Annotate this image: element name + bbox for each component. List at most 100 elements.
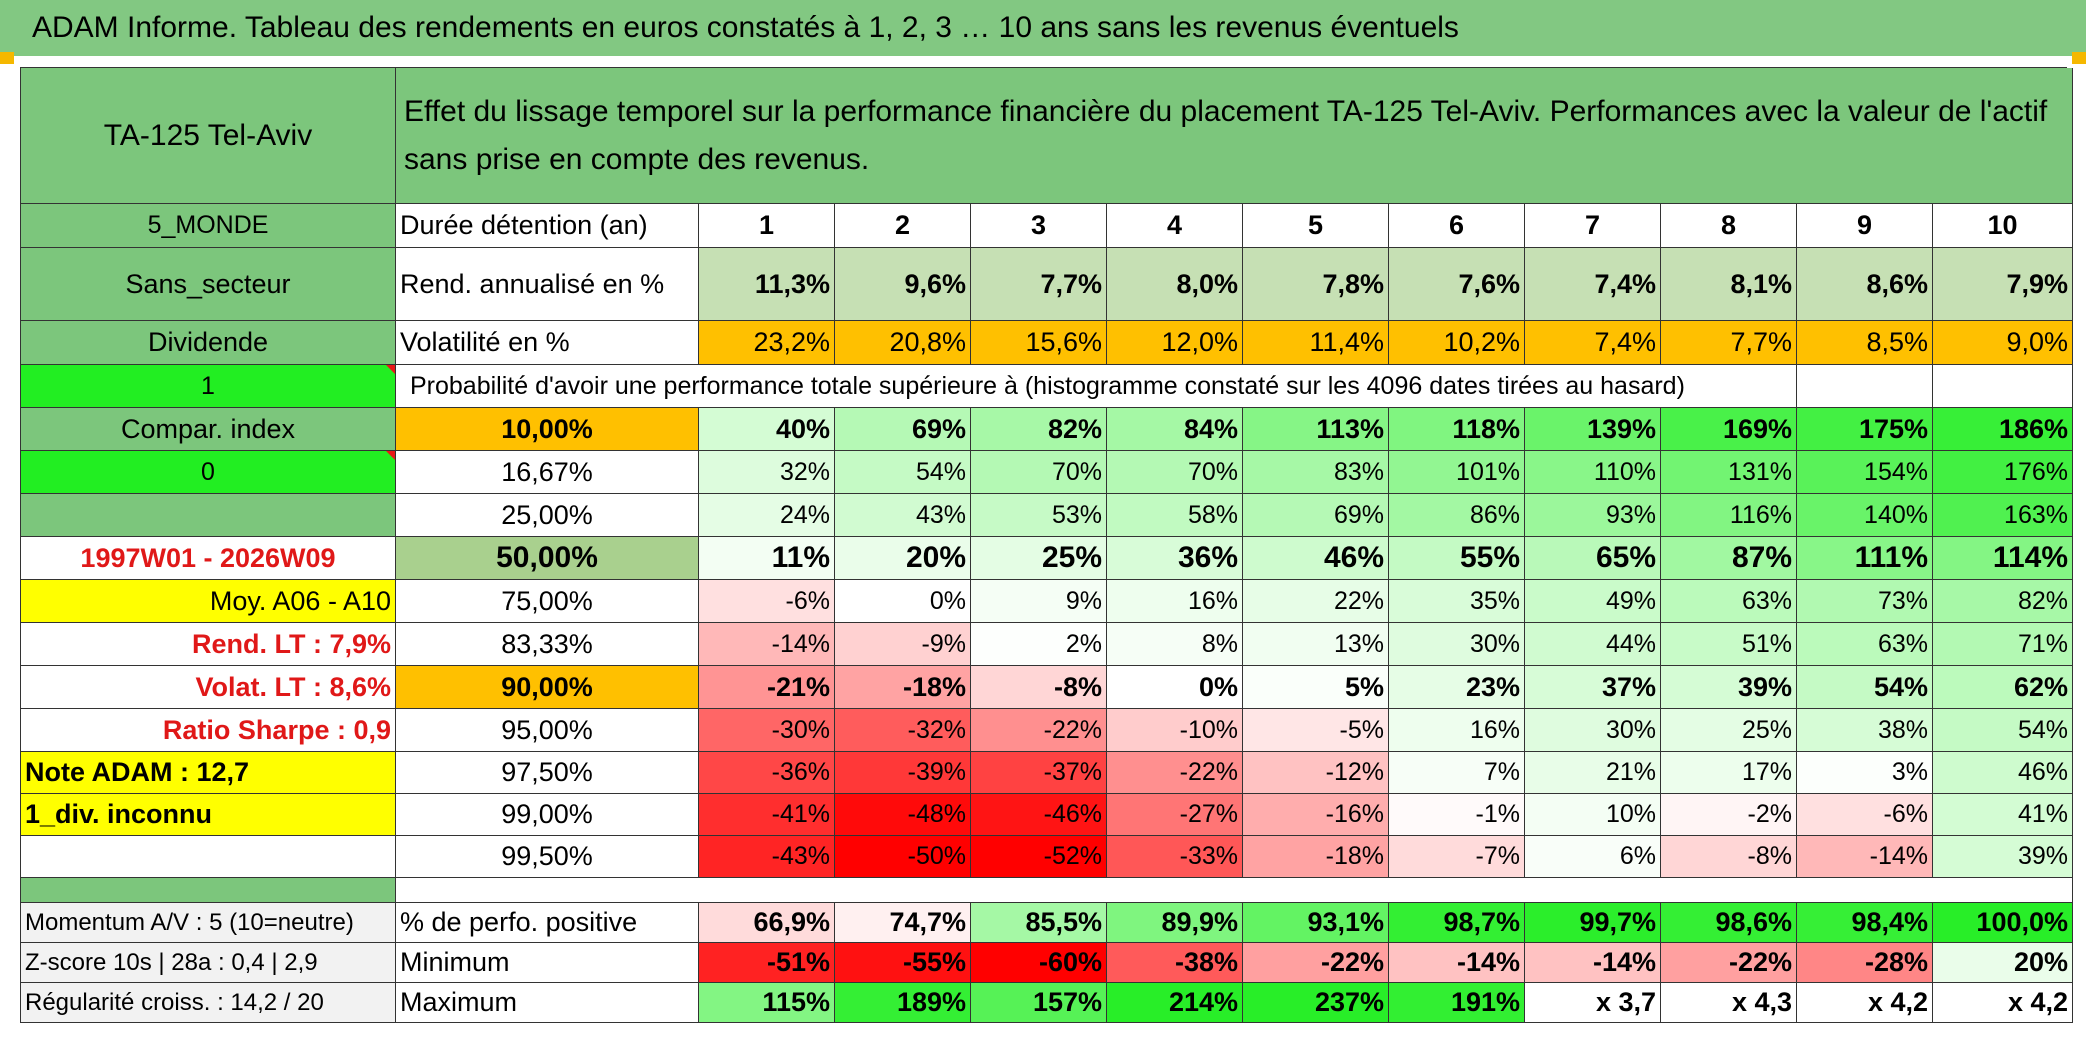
- year-header: 8: [1661, 204, 1797, 248]
- minimum-cell: 20%: [1933, 943, 2073, 983]
- blank-cell: [21, 836, 396, 878]
- probability-cell: 73%: [1797, 580, 1933, 623]
- positive-perf-cell: 98,7%: [1389, 903, 1525, 943]
- maximum-cell: 115%: [699, 983, 835, 1023]
- annualized-return-cell: 9,6%: [835, 248, 971, 321]
- maximum-cell: 214%: [1107, 983, 1243, 1023]
- probability-cell: 62%: [1933, 666, 2073, 709]
- probability-cell: 41%: [1933, 794, 2073, 836]
- report-title: ADAM Informe. Tableau des rendements en …: [0, 0, 2086, 56]
- positive-perf-cell: 74,7%: [835, 903, 971, 943]
- probability-cell: 30%: [1525, 709, 1661, 752]
- probability-cell: 9%: [971, 580, 1107, 623]
- probability-cell: 32%: [699, 451, 835, 494]
- annualized-return-cell: 7,8%: [1243, 248, 1389, 321]
- probability-cell: -18%: [835, 666, 971, 709]
- probability-cell: 38%: [1797, 709, 1933, 752]
- positive-perf-cell: 93,1%: [1243, 903, 1389, 943]
- volatility-cell: 8,5%: [1797, 321, 1933, 365]
- probability-cell: 23%: [1389, 666, 1525, 709]
- maximum-cell: 157%: [971, 983, 1107, 1023]
- probability-cell: -1%: [1389, 794, 1525, 836]
- table-description: Effet du lissage temporel sur la perform…: [396, 68, 2073, 204]
- positive-perf-cell: 98,4%: [1797, 903, 1933, 943]
- volatility-cell: 23,2%: [699, 321, 835, 365]
- threshold-cell: 99,00%: [396, 794, 699, 836]
- positive-perf-cell: 89,9%: [1107, 903, 1243, 943]
- probability-cell: 30%: [1389, 623, 1525, 666]
- positive-perf-cell: 98,6%: [1661, 903, 1797, 943]
- volatility-cell: 7,4%: [1525, 321, 1661, 365]
- probability-cell: 63%: [1797, 623, 1933, 666]
- asset-name: TA-125 Tel-Aviv: [21, 68, 396, 204]
- probability-cell: 5%: [1243, 666, 1389, 709]
- minimum-cell: -60%: [971, 943, 1107, 983]
- volatility-cell: 10,2%: [1389, 321, 1525, 365]
- year-header: 10: [1933, 204, 2073, 248]
- minimum-cell: -14%: [1389, 943, 1525, 983]
- probability-cell: -14%: [699, 623, 835, 666]
- sharpe-label: Ratio Sharpe : 0,9: [21, 709, 396, 752]
- probability-cell: -27%: [1107, 794, 1243, 836]
- probability-cell: 131%: [1661, 451, 1797, 494]
- minimum-cell: -22%: [1661, 943, 1797, 983]
- div-info-label: 1_div. inconnu: [21, 794, 396, 836]
- probability-cell: 54%: [1797, 666, 1933, 709]
- probability-cell: 86%: [1389, 494, 1525, 537]
- probability-cell: 35%: [1389, 580, 1525, 623]
- probability-cell: 114%: [1933, 537, 2073, 580]
- threshold-cell: 90,00%: [396, 666, 699, 709]
- left-panel-spacer: [21, 494, 396, 537]
- probability-cell: -7%: [1389, 836, 1525, 878]
- annualized-return-cell: 8,1%: [1661, 248, 1797, 321]
- probability-header: Probabilité d'avoir une performance tota…: [396, 365, 1797, 408]
- threshold-cell: 50,00%: [396, 537, 699, 580]
- threshold-cell: 99,50%: [396, 836, 699, 878]
- separator-green: [21, 878, 396, 903]
- annualized-return-cell: 7,9%: [1933, 248, 2073, 321]
- annualized-return-cell: 8,0%: [1107, 248, 1243, 321]
- threshold-cell: 25,00%: [396, 494, 699, 537]
- annualized-return-cell: 7,7%: [971, 248, 1107, 321]
- moy-label: Moy. A06 - A10: [21, 580, 396, 623]
- probability-cell: -21%: [699, 666, 835, 709]
- blank-cell: [1933, 365, 2073, 408]
- volatility-cell: 12,0%: [1107, 321, 1243, 365]
- probability-cell: -32%: [835, 709, 971, 752]
- probability-cell: 110%: [1525, 451, 1661, 494]
- probability-cell: 46%: [1243, 537, 1389, 580]
- probability-cell: -8%: [1661, 836, 1797, 878]
- maximum-cell: 191%: [1389, 983, 1525, 1023]
- probability-cell: 11%: [699, 537, 835, 580]
- zscore-label: Z-score 10s | 28a : 0,4 | 2,9: [21, 943, 396, 983]
- probability-cell: -6%: [699, 580, 835, 623]
- probability-cell: 37%: [1525, 666, 1661, 709]
- minimum-cell: -22%: [1243, 943, 1389, 983]
- probability-cell: 54%: [1933, 709, 2073, 752]
- year-header: 3: [971, 204, 1107, 248]
- sector-label: Sans_secteur: [21, 248, 396, 321]
- threshold-cell: 10,00%: [396, 408, 699, 451]
- threshold-cell: 83,33%: [396, 623, 699, 666]
- minimum-cell: -38%: [1107, 943, 1243, 983]
- probability-cell: 2%: [971, 623, 1107, 666]
- probability-cell: -41%: [699, 794, 835, 836]
- volatility-cell: 9,0%: [1933, 321, 2073, 365]
- volatility-cell: 20,8%: [835, 321, 971, 365]
- rend-label: Rend. annualisé en %: [396, 248, 699, 321]
- probability-cell: 24%: [699, 494, 835, 537]
- probability-cell: 71%: [1933, 623, 2073, 666]
- momentum-label: Momentum A/V : 5 (10=neutre): [21, 903, 396, 943]
- probability-cell: -5%: [1243, 709, 1389, 752]
- year-header: 4: [1107, 204, 1243, 248]
- probability-cell: -30%: [699, 709, 835, 752]
- probability-cell: -36%: [699, 752, 835, 794]
- positive-perf-cell: 100,0%: [1933, 903, 2073, 943]
- probability-cell: 65%: [1525, 537, 1661, 580]
- year-header: 9: [1797, 204, 1933, 248]
- probability-cell: 70%: [1107, 451, 1243, 494]
- probability-cell: -22%: [1107, 752, 1243, 794]
- probability-cell: 0%: [835, 580, 971, 623]
- positive-perf-cell: 85,5%: [971, 903, 1107, 943]
- minimum-cell: -28%: [1797, 943, 1933, 983]
